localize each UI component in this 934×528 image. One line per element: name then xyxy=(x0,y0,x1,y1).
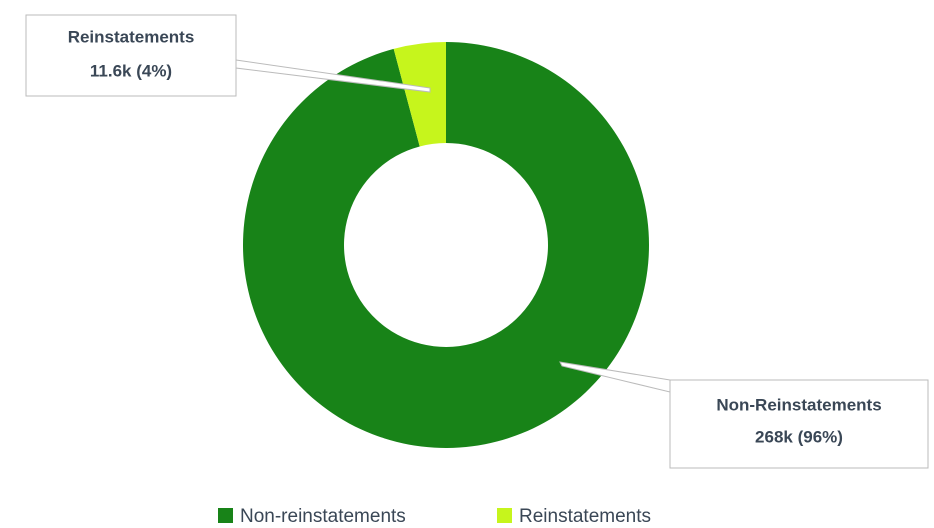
legend-swatch xyxy=(497,508,512,523)
legend-swatch xyxy=(218,508,233,523)
legend-label: Non-reinstatements xyxy=(240,506,406,527)
donut xyxy=(242,42,649,449)
legend: Non-reinstatements Reinstatements xyxy=(218,506,651,527)
callout-box xyxy=(25,14,237,97)
callout-value: 268k (96%) xyxy=(755,427,843,446)
callout-box xyxy=(669,379,929,469)
callout-value: 11.6k (4%) xyxy=(90,61,172,80)
legend-label: Reinstatements xyxy=(519,506,651,527)
wedge xyxy=(242,42,649,449)
wedge xyxy=(393,42,446,147)
callout-label: Reinstatements xyxy=(68,27,195,46)
callout-label: Non-Reinstatements xyxy=(716,395,881,414)
